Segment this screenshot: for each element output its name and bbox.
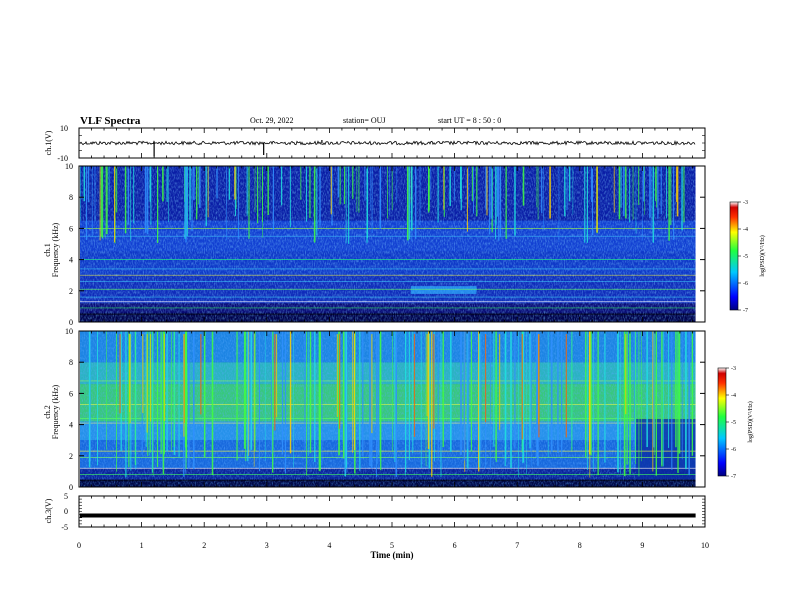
ch3-ytick-mid: 0	[64, 507, 68, 516]
ch2-cb-label-1: -4	[731, 393, 736, 399]
ch1-colorbar-bar	[729, 201, 739, 311]
start-time-label: start UT = 8 : 50 : 0	[438, 116, 501, 125]
ch2-colorbar-ticks: -3 -4 -5 -6 -7	[726, 366, 736, 480]
ch2-spec-ytick-label-5: 10	[65, 327, 73, 336]
ch1-colorbar-ticks: -3 -4 -5 -6 -7	[738, 200, 748, 314]
date-label: Oct. 29, 2022	[250, 116, 294, 125]
ch1-trace-line	[79, 139, 696, 146]
ch1-spec-yticks: 0 2 4 6 8 10	[65, 162, 705, 327]
spec-no-data	[695, 331, 705, 487]
ch2-colorbar-bar	[717, 367, 727, 477]
xtick-label-7: 7	[515, 541, 519, 550]
ch1-spec-ytick-label-0: 0	[69, 318, 73, 327]
ch1-spec-ytick-label-3: 6	[69, 224, 73, 233]
ch1-spec-ylabel: Frequency (kHz)	[51, 222, 60, 277]
ch2-spec-ylabel: Frequency (kHz)	[51, 384, 60, 439]
ch2-spectrogram-image	[79, 331, 705, 487]
ch1-waveform-panel: 10 -10 ch.1(V)	[44, 124, 706, 163]
xtick-label-0: 0	[77, 541, 81, 550]
ch2-spec-sublabel: ch.2	[43, 405, 52, 419]
xtick-label-6: 6	[453, 541, 457, 550]
ch1-cb-label-0: -3	[743, 200, 748, 206]
ch1-ytick-bottom: -10	[57, 154, 68, 163]
spec-noise	[80, 331, 696, 487]
ch1-spec-ytick-label-5: 10	[65, 162, 73, 171]
time-axis-tick-labels: 0 1 2 3 4 5 6 7 8 9 10	[77, 541, 709, 550]
ch1-cb-label-1: -4	[743, 227, 748, 233]
spec-no-data	[695, 166, 705, 322]
ch2-spec-ytick-label-3: 6	[69, 389, 73, 398]
ch2-cb-label-3: -6	[731, 447, 736, 453]
ch2-cb-label-0: -3	[731, 366, 736, 372]
ch2-spec-ytick-label-4: 8	[69, 358, 73, 367]
ch3-ytick-top: 5	[64, 492, 68, 501]
ch1-spec-ytick-label-1: 2	[69, 287, 73, 296]
xtick-label-9: 9	[640, 541, 644, 550]
spec-emission-patch	[410, 286, 477, 294]
ch2-spec-ytick-label-0: 0	[69, 483, 73, 492]
ch1-cb-label-3: -6	[743, 281, 748, 287]
ch3-ytick-bottom: -5	[61, 523, 68, 532]
ch1-spectrogram-image	[79, 166, 705, 322]
xtick-label-3: 3	[265, 541, 269, 550]
ch1-trace	[79, 139, 696, 157]
ch1-colorbar-label: log(PSD)(V²/Hz)	[759, 235, 766, 276]
xtick-label-5: 5	[390, 541, 394, 550]
xtick-label-1: 1	[140, 541, 144, 550]
figure-title: VLF Spectra	[80, 115, 141, 127]
ch3-waveform-panel: 5 0 -5 ch.3(V)	[44, 492, 706, 532]
ch3-ylabel: ch.3(V)	[44, 498, 53, 523]
ch2-colorbar-label: log(PSD)(V²/Hz)	[747, 401, 754, 442]
ch1-spectrogram-panel: 0 2 4 6 8 10 ch.1 Frequency (kHz) -3 -4 -5 -6 -7 …	[43, 162, 766, 327]
ch2-cb-label-4: -7	[731, 474, 736, 480]
ch1-spec-ytick-label-4: 8	[69, 193, 73, 202]
ch1-spec-sublabel: ch.1	[43, 243, 52, 257]
ch1-cb-label-4: -7	[743, 308, 748, 314]
station-label: station= OUJ	[343, 116, 386, 125]
ch2-colorbar: -3 -4 -5 -6 -7 log(PSD)(V²/Hz)	[717, 366, 754, 480]
ch1-ytick-top: 10	[60, 124, 68, 133]
ch2-spectrogram-panel: 0 2 4 6 8 10 ch.2 Frequency (kHz) -3 -4 -5 -6 -7 …	[43, 327, 754, 492]
time-axis-label: Time (min)	[370, 550, 413, 560]
ch1-colorbar: -3 -4 -5 -6 -7 log(PSD)(V²/Hz)	[729, 200, 766, 314]
ch2-spec-ytick-label-2: 4	[69, 421, 73, 430]
ch1-spec-ytick-label-2: 4	[69, 256, 73, 265]
ch2-cb-label-2: -5	[731, 420, 736, 426]
time-axis-ticks	[78, 127, 706, 528]
ch1-cb-label-2: -5	[743, 254, 748, 260]
xtick-label-2: 2	[202, 541, 206, 550]
ch3-plot-frame	[78, 495, 706, 528]
xtick-label-10: 10	[701, 541, 709, 550]
ch2-spec-yticks: 0 2 4 6 8 10	[65, 327, 705, 492]
xtick-label-4: 4	[327, 541, 331, 550]
xtick-label-8: 8	[578, 541, 582, 550]
ch2-spec-ytick-label-1: 2	[69, 452, 73, 461]
ch1-ylabel: ch.1(V)	[44, 130, 53, 155]
